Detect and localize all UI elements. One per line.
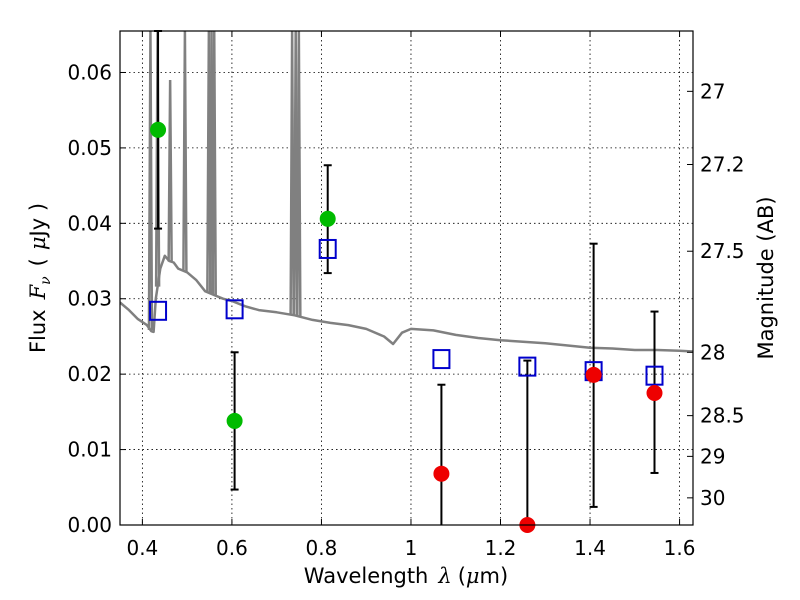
y-tick-label: 0.02	[67, 362, 112, 386]
y-tick-label: 0.01	[67, 438, 112, 462]
model-photometry-squares	[149, 238, 664, 386]
y2-tick-label: 27	[700, 79, 725, 103]
x-tick-label: 0.6	[216, 536, 248, 560]
y-tick-label: 0.05	[67, 136, 112, 160]
model-flux-square	[645, 365, 664, 386]
observed-points	[150, 121, 663, 533]
x-tick-label: 1.4	[574, 536, 606, 560]
model-flux-square	[318, 238, 337, 259]
observed-flux-point	[319, 210, 336, 227]
y2-tick-label: 29	[700, 444, 725, 468]
spectrum-emission-line	[147, 31, 154, 330]
x-tick-label: 0.4	[126, 536, 158, 560]
model-flux-square	[432, 349, 451, 370]
y2-tick-label: 27.2	[700, 152, 745, 176]
x-tick-labels: 0.4 0.6 0.8 1 1.2 1.4 1.6	[126, 536, 695, 560]
model-spectrum	[120, 31, 693, 353]
plot-background	[120, 31, 693, 525]
observed-flux-point	[433, 465, 450, 482]
spectrum-emission-line	[211, 31, 217, 296]
y2-tick-label: 30	[700, 486, 725, 510]
model-flux-square	[518, 356, 537, 377]
plot-frame	[119, 30, 694, 526]
observed-flux-point	[150, 121, 167, 138]
spectrum-emission-line	[289, 31, 295, 315]
spectrum-emission-line	[296, 31, 302, 317]
spectrum-emission-line	[167, 80, 173, 262]
y-axis-label: FluxFν(μJy )	[26, 203, 54, 353]
y2-tick-label: 28	[700, 340, 725, 364]
axis-ticks	[120, 31, 693, 526]
x-tick-label: 0.8	[306, 536, 338, 560]
y2-tick-label: 27.5	[700, 239, 745, 263]
spectrum-emission-line	[182, 31, 188, 272]
y-tick-label: 0.00	[67, 513, 112, 537]
y2-tick-labels: 27 27.2 27.5 28 28.5 29 30	[700, 79, 745, 510]
model-flux-square	[149, 300, 168, 321]
observed-flux-point	[585, 366, 602, 383]
observed-flux-point	[226, 412, 243, 429]
x-tick-label: 1.6	[664, 536, 696, 560]
y-tick-label: 0.03	[67, 287, 112, 311]
model-flux-square	[225, 299, 244, 320]
observed-flux-point	[646, 385, 663, 402]
y-tick-labels: 0.00 0.01 0.02 0.03 0.04 0.05 0.06	[67, 60, 112, 537]
x-tick-label: 1.2	[485, 536, 517, 560]
y-tick-label: 0.04	[67, 211, 112, 235]
x-axis-label: Wavelength λ (μm)	[304, 564, 508, 588]
y2-axis-label: Magnitude (AB)	[754, 196, 778, 359]
x-tick-label: 1	[405, 536, 418, 560]
y2-tick-label: 28.5	[700, 404, 745, 428]
y-tick-label: 0.06	[67, 60, 112, 84]
